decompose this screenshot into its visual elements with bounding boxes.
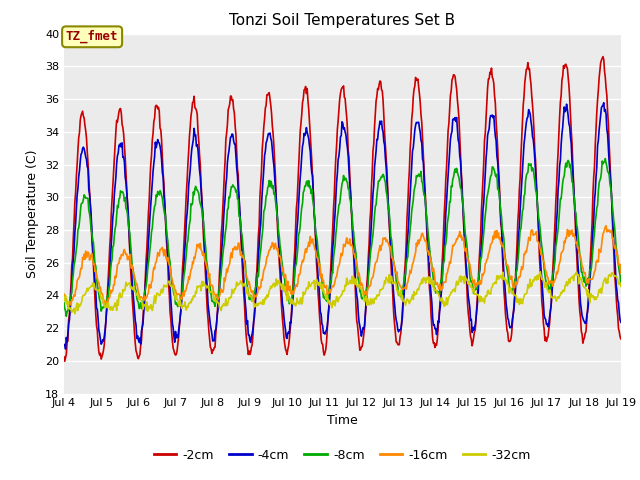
Text: TZ_fmet: TZ_fmet [66,30,118,44]
Title: Tonzi Soil Temperatures Set B: Tonzi Soil Temperatures Set B [229,13,456,28]
Y-axis label: Soil Temperature (C): Soil Temperature (C) [26,149,39,278]
Legend: -2cm, -4cm, -8cm, -16cm, -32cm: -2cm, -4cm, -8cm, -16cm, -32cm [149,444,536,467]
X-axis label: Time: Time [327,414,358,427]
